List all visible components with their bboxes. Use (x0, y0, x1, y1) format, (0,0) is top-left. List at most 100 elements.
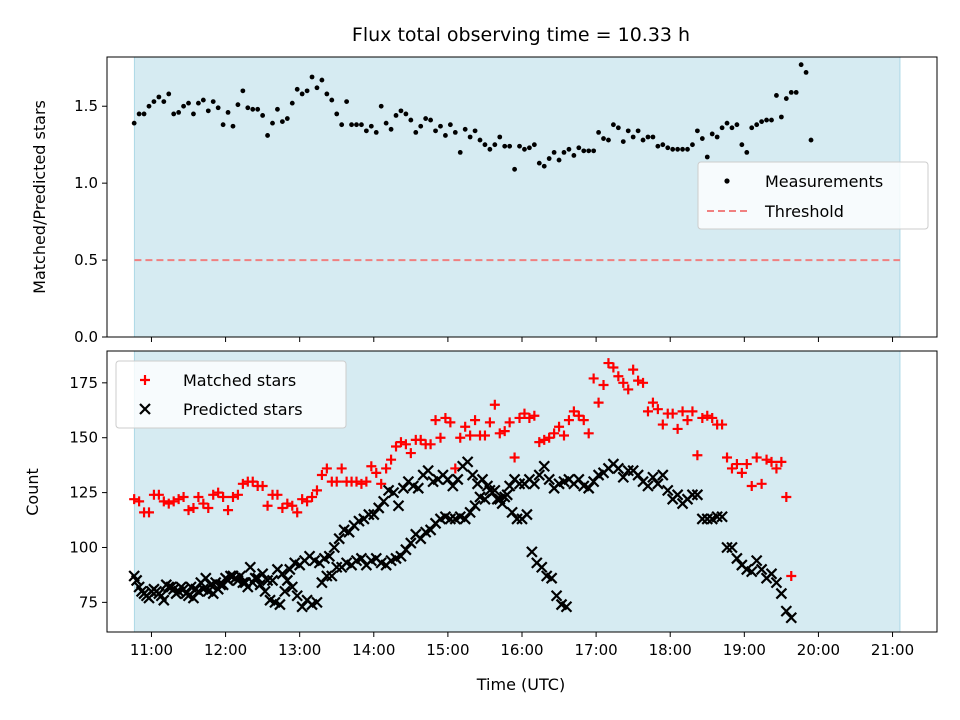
measurement-point (279, 119, 285, 125)
matched-star-point (667, 408, 678, 419)
predicted-star-point (328, 541, 341, 554)
predicted-star-point (266, 574, 279, 587)
measurement-point (235, 102, 241, 108)
matched-star-point (623, 384, 634, 395)
matched-star-point (143, 507, 154, 518)
matched-star-point (336, 463, 347, 474)
x-tick-label: 20:00 (797, 641, 840, 659)
legend-label-threshold: Threshold (764, 202, 844, 221)
top-legend: Measurements Threshold (697, 161, 929, 230)
predicted-star-point (755, 563, 768, 576)
measurement-point (774, 93, 779, 98)
matched-star-point (751, 452, 762, 463)
predicted-star-point (239, 576, 252, 589)
measurement-point (388, 126, 394, 132)
predicted-star-point (234, 570, 247, 582)
measurement-point (546, 156, 552, 161)
predicted-star-point (412, 482, 425, 494)
legend-predicted-marker (139, 403, 151, 415)
measurement-point (294, 86, 300, 92)
predicted-star-point (711, 510, 723, 523)
bottom-y-tick-label: 100 (69, 538, 98, 556)
measurement-point (640, 137, 646, 143)
matched-star-point (613, 371, 624, 382)
measurement-point (398, 108, 404, 114)
measurement-point (586, 148, 592, 154)
predicted-star-point (377, 495, 390, 508)
predicted-star-point (716, 510, 728, 523)
predicted-star-point (731, 552, 743, 565)
matched-star-point (633, 375, 644, 386)
measurement-point (393, 113, 399, 118)
matched-star-point (588, 373, 599, 384)
top-y-tick-label: 0.0 (74, 328, 98, 346)
measurement-point (754, 122, 760, 128)
measurement-point (561, 149, 567, 155)
predicted-star-point (170, 587, 182, 600)
measurement-point (438, 123, 443, 129)
measurement-point (556, 157, 562, 163)
predicted-star-point (466, 469, 479, 481)
bottom-legend: Matched stars Predicted stars (115, 360, 347, 429)
measurement-point (517, 143, 522, 149)
predicted-star-point (745, 565, 758, 578)
predicted-star-point (155, 589, 168, 602)
matched-star-point (558, 430, 569, 441)
predicted-star-point (647, 471, 659, 484)
bottom-series-0 (129, 358, 797, 582)
predicted-star-point (671, 489, 684, 501)
measurement-point (749, 125, 755, 131)
measurement-point (408, 117, 414, 123)
matched-star-point (262, 500, 273, 511)
matched-star-point (395, 437, 406, 448)
matched-star-point (287, 500, 298, 511)
predicted-star-point (442, 473, 454, 486)
measurement-point (359, 122, 364, 128)
bottom-y-tick-label: 150 (69, 429, 98, 447)
predicted-star-point (244, 561, 257, 574)
measurement-point (181, 103, 186, 109)
predicted-star-point (187, 592, 200, 604)
measurement-point (156, 94, 162, 100)
measurement-point (536, 160, 542, 166)
predicted-star-point (750, 554, 763, 567)
measurement-point (339, 122, 345, 128)
predicted-star-point (397, 482, 410, 494)
matched-star-point (351, 476, 362, 487)
measurement-point (680, 146, 685, 152)
predicted-star-point (330, 561, 343, 574)
predicted-star-point (326, 570, 338, 582)
matched-star-point (509, 452, 520, 463)
predicted-star-point (560, 600, 573, 613)
figure-title: Flux total observing time = 10.33 h (352, 24, 690, 46)
predicted-star-point (316, 576, 328, 589)
predicted-star-point (582, 482, 595, 494)
measurement-point (551, 149, 557, 155)
matched-star-point (731, 459, 742, 470)
matched-star-point (292, 507, 303, 518)
matched-star-point (356, 478, 367, 489)
measurement-point (368, 123, 374, 129)
predicted-star-point (321, 570, 333, 582)
matched-star-point (741, 459, 752, 470)
predicted-star-point (652, 478, 664, 490)
predicted-star-point (261, 574, 274, 587)
measurement-point (690, 142, 695, 148)
matched-star-point (178, 491, 189, 502)
matched-star-point (534, 437, 545, 448)
matched-star-point (425, 439, 436, 450)
matched-star-point (371, 467, 382, 478)
predicted-star-point (355, 552, 368, 565)
measurement-point (566, 146, 572, 152)
predicted-star-point (343, 526, 355, 538)
predicted-star-point (496, 497, 509, 510)
matched-star-point (134, 496, 145, 507)
measurement-point (685, 146, 690, 152)
matched-star-point (776, 456, 787, 467)
predicted-star-point (721, 541, 733, 554)
predicted-star-point (461, 456, 474, 468)
matched-star-point (331, 476, 342, 487)
predicted-star-point (464, 506, 476, 519)
measurement-point (798, 62, 804, 68)
matched-star-point (129, 494, 140, 505)
